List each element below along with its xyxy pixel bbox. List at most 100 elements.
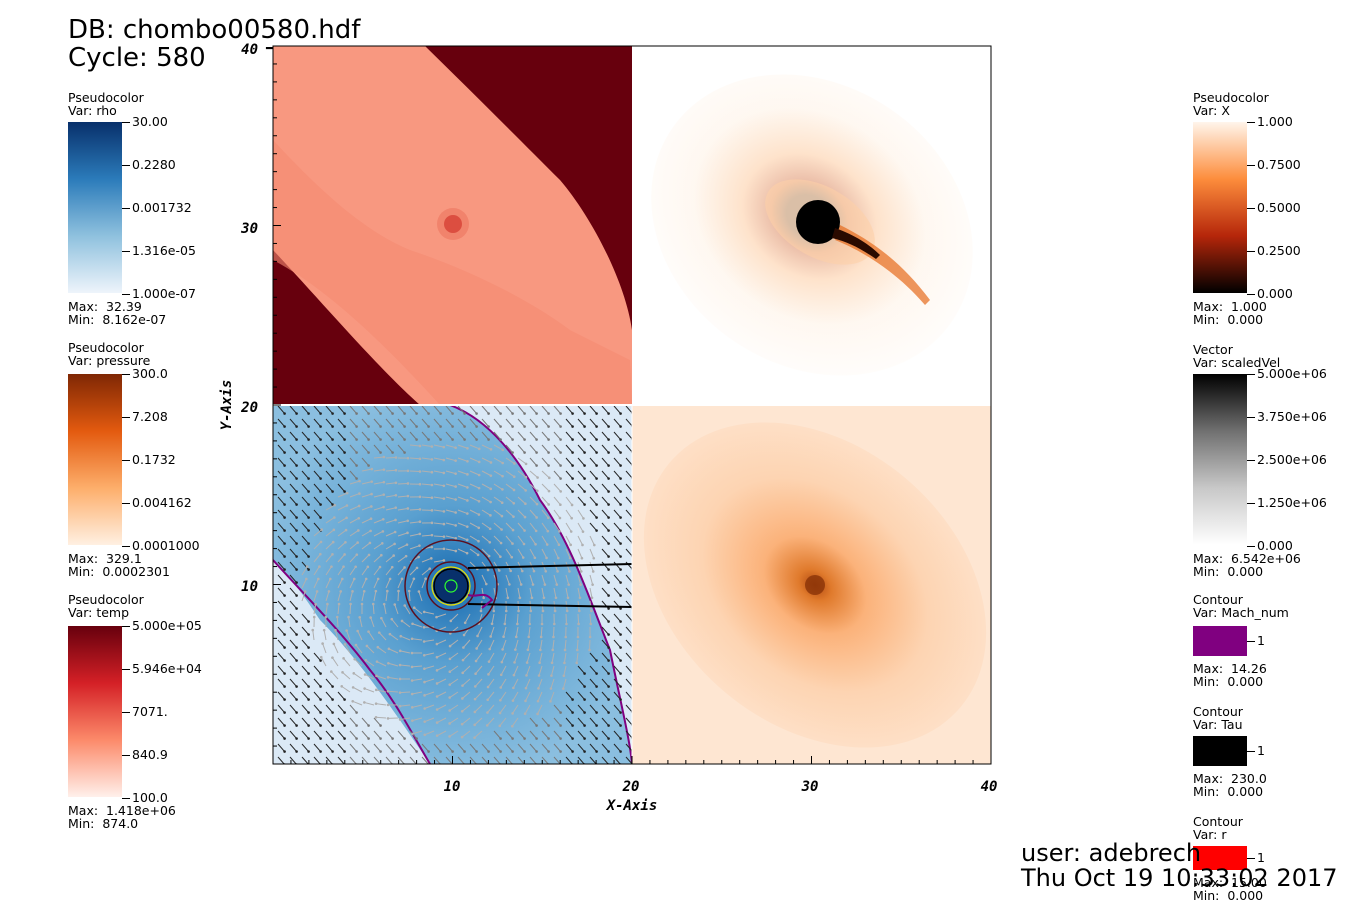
velocity-arrow-head [463, 763, 466, 766]
velocity-arrow [566, 380, 573, 388]
velocity-arrow [410, 458, 420, 459]
velocity-arrow [554, 731, 561, 739]
velocity-arrow-head [383, 603, 386, 606]
velocity-arrow [590, 718, 597, 726]
velocity-arrow [321, 657, 326, 666]
velocity-arrow [331, 672, 338, 679]
velocity-arrow-head [511, 763, 514, 766]
velocity-arrow-head [283, 568, 286, 571]
velocity-arrow-head [607, 607, 610, 610]
velocity-arrow [450, 718, 458, 723]
velocity-arrow-head [547, 464, 550, 467]
velocity-arrow [602, 484, 609, 492]
velocity-arrow [542, 393, 549, 401]
velocity-arrow [362, 494, 372, 497]
velocity-arrow-head [619, 698, 622, 701]
velocity-arrow-head [336, 616, 339, 619]
velocity-arrow [446, 549, 456, 551]
velocity-arrow-head [449, 632, 452, 635]
velocity-arrow-head [413, 606, 416, 609]
velocity-arrow [326, 419, 333, 427]
velocity-arrow-head [631, 412, 634, 415]
velocity-arrow-head [607, 633, 610, 636]
velocity-arrow-head [363, 687, 366, 690]
colorbar-tick: 5.946e+04 [122, 662, 202, 675]
velocity-arrow-head [344, 541, 347, 544]
velocity-arrow [518, 601, 519, 611]
velocity-arrow [374, 531, 383, 536]
panel-x [592, 13, 1031, 437]
velocity-arrow-head [413, 577, 416, 580]
velocity-arrow [566, 419, 573, 427]
velocity-arrow-head [631, 646, 634, 649]
velocity-arrow [529, 627, 530, 637]
velocity-arrow-head [464, 621, 467, 624]
velocity-arrow [278, 731, 285, 739]
velocity-arrow-head [461, 723, 464, 726]
velocity-arrow [410, 557, 419, 562]
velocity-arrow [409, 591, 410, 601]
velocity-arrow [463, 653, 470, 660]
velocity-arrow [434, 497, 444, 499]
velocity-arrow [458, 523, 467, 527]
velocity-arrow-head [487, 750, 490, 753]
velocity-arrow [379, 633, 386, 640]
velocity-arrow-head [283, 737, 286, 740]
velocity-arrow-head [355, 724, 358, 727]
velocity-arrow [362, 567, 368, 575]
velocity-arrow-head [377, 646, 380, 649]
velocity-arrow-head [295, 672, 298, 675]
velocity-arrow [602, 406, 609, 414]
velocity-arrow [362, 531, 371, 536]
velocity-arrow-head [463, 399, 466, 402]
colorbar-tick: 5.000e+05 [122, 619, 202, 632]
velocity-arrow [326, 757, 333, 765]
velocity-arrow [590, 523, 597, 531]
velocity-arrow [602, 445, 609, 453]
velocity-arrow [326, 432, 333, 440]
velocity-arrow-head [427, 399, 430, 402]
velocity-arrow-head [331, 438, 334, 441]
velocity-arrow-head [523, 412, 526, 415]
velocity-arrow [638, 562, 645, 570]
velocity-arrow [530, 757, 537, 765]
velocity-arrow-head [475, 438, 478, 441]
velocity-arrow [602, 718, 609, 726]
velocity-arrow-head [475, 425, 478, 428]
velocity-arrow-head [436, 695, 439, 698]
velocity-arrow-head [607, 464, 610, 467]
velocity-arrow-head [361, 603, 364, 606]
velocity-arrow-head [466, 539, 469, 542]
velocity-arrow [614, 562, 621, 570]
velocity-arrow [626, 731, 633, 739]
velocity-arrow [451, 614, 458, 621]
velocity-arrow [302, 419, 309, 427]
velocity-arrow [578, 536, 582, 545]
velocity-arrow-head [486, 698, 489, 701]
velocity-arrow-head [461, 710, 464, 713]
velocity-arrow-head [451, 425, 454, 428]
date-label: Thu Oct 19 10:33:02 2017 [1021, 865, 1338, 891]
velocity-arrow-head [631, 386, 634, 389]
velocity-arrow-head [521, 570, 524, 573]
velocity-arrow-head [595, 386, 598, 389]
velocity-arrow [278, 692, 285, 700]
velocity-arrow-head [319, 399, 322, 402]
velocity-arrow [578, 549, 582, 558]
velocity-arrow [566, 575, 569, 585]
velocity-arrow [482, 393, 489, 401]
velocity-arrow [278, 380, 285, 388]
velocity-arrow [290, 705, 297, 713]
contour-swatch [1193, 626, 1247, 656]
velocity-arrow [566, 458, 573, 466]
velocity-arrow-head [411, 693, 414, 696]
velocity-arrow [505, 614, 506, 624]
velocity-arrow-head [295, 555, 298, 558]
velocity-arrow-head [304, 590, 307, 593]
velocity-arrow [494, 549, 500, 557]
velocity-arrow [458, 744, 465, 752]
velocity-arrow [314, 406, 321, 414]
velocity-arrow-head [535, 386, 538, 389]
velocity-arrow-head [500, 673, 503, 676]
velocity-arrow-head [547, 737, 550, 740]
